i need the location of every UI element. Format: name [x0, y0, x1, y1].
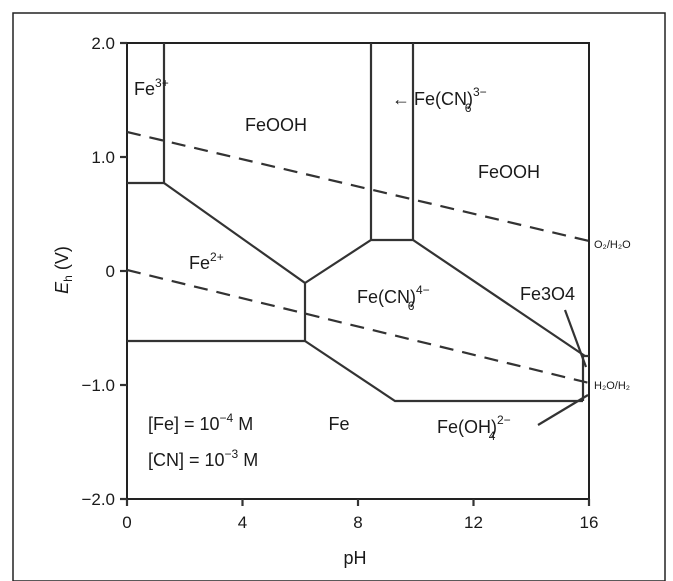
x-axis-title: pH — [343, 548, 366, 568]
fe3o4-leader — [563, 309, 588, 368]
h2o-h2-label: H₂O/H₂ — [594, 380, 630, 392]
region-fe2: Fe2+ — [189, 250, 224, 273]
boundary-fe3-fe2 — [127, 43, 166, 185]
x-tick-label: 0 — [122, 513, 131, 532]
y-tick-label: 2.0 — [91, 34, 115, 53]
region-feooh-left: FeOOH — [245, 115, 307, 135]
y-tick-label: 0 — [106, 262, 115, 281]
boundary-fe-lower — [304, 340, 583, 403]
y-axis-title: Eh (V) — [52, 246, 75, 294]
o2-h2o-label: O₂/H₂O — [594, 239, 631, 251]
feoh4-leader — [537, 394, 589, 426]
boundary-fecn6-4-upper — [304, 238, 586, 357]
region-fe3: Fe3+ — [134, 76, 169, 99]
region-fecn6-4: Fe(CN)4− 6 — [357, 283, 430, 313]
y-tick-label: 1.0 — [91, 148, 115, 167]
phase-boundaries — [127, 43, 589, 403]
x-tick-label: 8 — [353, 513, 362, 532]
x-tick-label: 16 — [580, 513, 599, 532]
h2o-h2-line — [126, 268, 590, 385]
region-fe3o4: Fe3O4 — [520, 284, 575, 304]
y-ticks — [120, 41, 127, 501]
region-feooh-right: FeOOH — [478, 162, 540, 182]
y-tick-label: −1.0 — [81, 376, 115, 395]
x-tick-label: 4 — [238, 513, 247, 532]
o2-h2o-line — [126, 130, 590, 243]
condition-cn: [CN] = 10−3 M — [148, 447, 258, 470]
region-feoh4: Fe(OH)2− 4 — [437, 413, 511, 443]
x-tick-labels: 0 4 8 12 16 — [122, 513, 598, 532]
figure-border — [12, 12, 666, 581]
region-fecn6-3: ← Fe(CN)3− 6 — [392, 85, 487, 115]
boundary-fe2-feooh — [127, 182, 307, 343]
y-tick-label: −2.0 — [81, 490, 115, 509]
y-tick-labels: 2.0 1.0 0 −1.0 −2.0 — [81, 34, 115, 509]
region-fe: Fe — [328, 414, 349, 434]
x-tick-label: 12 — [464, 513, 483, 532]
condition-fe: [Fe] = 10−4 M — [148, 411, 253, 434]
x-ticks — [125, 499, 591, 506]
